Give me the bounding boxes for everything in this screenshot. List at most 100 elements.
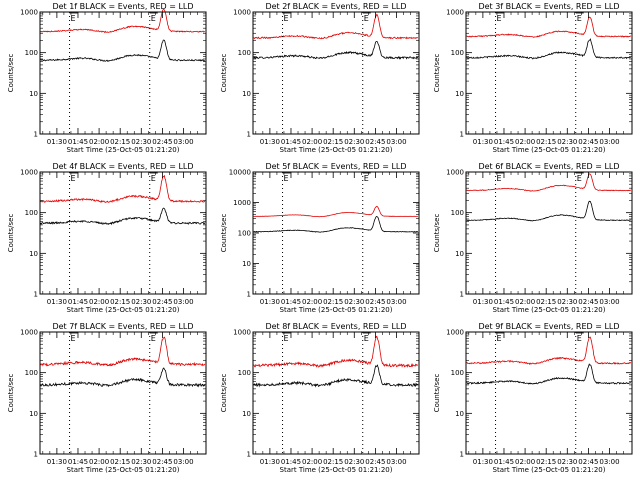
x-tick-label: 02:00 (302, 458, 322, 466)
marker-flag: E (577, 174, 582, 183)
y-tick-label: 1 (34, 451, 38, 459)
marker-flag: E (71, 334, 76, 343)
chart-panel-4: Det 4f BLACK = Events, RED = LLD E E 1 10 100… (7, 162, 207, 314)
marker-flag: E (284, 14, 289, 23)
x-axis-label: Start Time (25-Oct-05 01:21:20) (493, 466, 606, 474)
chart-title: Det 9f BLACK = Events, RED = LLD (478, 322, 619, 331)
y-tick-label: 1000 (446, 9, 464, 17)
y-tick-label: 1000 (20, 9, 38, 17)
series-line-lld (253, 13, 418, 40)
y-axis-label: Counts/sec (220, 374, 228, 413)
x-axis-label: Start Time (25-Oct-05 01:21:20) (280, 306, 393, 314)
marker-flag: E (284, 174, 289, 183)
x-axis-label: Start Time (25-Oct-05 01:21:20) (67, 306, 180, 314)
y-tick-label: 10 (242, 260, 251, 268)
plot-frame (252, 171, 420, 295)
plot-frame (465, 331, 633, 455)
y-tick-label: 1 (34, 131, 38, 139)
x-tick-label: 02:30 (344, 298, 364, 306)
x-tick-label: 01:45 (494, 298, 514, 306)
x-tick-label: 02:15 (323, 458, 343, 466)
x-tick-label: 01:45 (281, 138, 301, 146)
x-tick-label: 01:30 (473, 138, 493, 146)
y-tick-label: 10 (242, 90, 251, 98)
y-tick-label: 100 (451, 369, 464, 377)
series-line-events (253, 216, 419, 233)
y-tick-label: 100 (451, 209, 464, 217)
chart-panel-2: Det 2f BLACK = Events, RED = LLD E E 1 10 100… (220, 2, 420, 154)
x-tick-label: 02:30 (131, 138, 151, 146)
x-tick-label: 01:45 (281, 298, 301, 306)
y-tick-label: 10 (242, 410, 251, 418)
marker-flag: E (364, 174, 369, 183)
marker-flag: E (497, 174, 502, 183)
x-axis-label: Start Time (25-Oct-05 01:21:20) (67, 146, 180, 154)
y-axis-label: Counts/sec (7, 54, 15, 93)
x-tick-label: 02:00 (89, 298, 109, 306)
x-tick-label: 02:30 (344, 458, 364, 466)
series-line-events (466, 38, 632, 60)
y-tick-label: 100 (25, 369, 38, 377)
chart-title: Det 3f BLACK = Events, RED = LLD (478, 2, 619, 11)
y-tick-label: 100 (238, 230, 251, 238)
series-line-lld (253, 335, 418, 368)
x-tick-label: 02:00 (89, 138, 109, 146)
x-tick-label: 02:45 (365, 298, 385, 306)
chart-title: Det 1f BLACK = Events, RED = LLD (52, 2, 193, 11)
x-tick-label: 01:30 (260, 138, 280, 146)
x-tick-label: 03:00 (599, 458, 619, 466)
x-tick-label: 02:30 (344, 138, 364, 146)
x-tick-label: 02:00 (302, 138, 322, 146)
x-tick-label: 02:15 (110, 298, 130, 306)
y-tick-label: 100 (25, 49, 38, 57)
marker-flag: E (151, 174, 156, 183)
y-axis-label: Counts/sec (433, 54, 441, 93)
x-tick-label: 02:15 (110, 458, 130, 466)
x-tick-label: 02:15 (323, 298, 343, 306)
x-tick-label: 02:15 (110, 138, 130, 146)
x-tick-label: 01:30 (260, 458, 280, 466)
series-line-events (253, 364, 419, 388)
x-tick-label: 02:00 (302, 298, 322, 306)
y-tick-label: 1 (34, 291, 38, 299)
x-tick-label: 03:00 (173, 138, 193, 146)
series-line-events (40, 207, 206, 226)
y-tick-label: 10000 (229, 169, 251, 177)
marker-flag: E (497, 14, 502, 23)
x-tick-label: 03:00 (599, 298, 619, 306)
chart-title: Det 5f BLACK = Events, RED = LLD (265, 162, 406, 171)
marker-flag: E (497, 334, 502, 343)
x-tick-label: 02:00 (515, 298, 535, 306)
x-axis-label: Start Time (25-Oct-05 01:21:20) (280, 466, 393, 474)
x-tick-label: 01:45 (494, 138, 514, 146)
x-tick-label: 02:45 (578, 458, 598, 466)
x-tick-label: 02:45 (365, 138, 385, 146)
x-tick-label: 01:45 (68, 138, 88, 146)
x-tick-label: 01:45 (494, 458, 514, 466)
series-line-events (466, 200, 631, 222)
x-tick-label: 03:00 (386, 298, 406, 306)
y-tick-label: 1000 (20, 169, 38, 177)
x-tick-label: 01:45 (281, 458, 301, 466)
y-axis-label: Counts/sec (433, 214, 441, 253)
series-line-lld (466, 173, 632, 192)
series-line-lld (253, 205, 418, 218)
y-tick-label: 100 (238, 369, 251, 377)
marker-flag: E (364, 334, 369, 343)
x-axis-label: Start Time (25-Oct-05 01:21:20) (493, 306, 606, 314)
plot-frame (465, 171, 633, 295)
y-tick-label: 1000 (233, 329, 251, 337)
chart-title: Det 7f BLACK = Events, RED = LLD (52, 322, 193, 331)
y-axis-label: Counts/sec (7, 214, 15, 253)
series-line-lld (40, 336, 206, 367)
x-tick-label: 02:45 (365, 458, 385, 466)
chart-panel-9: Det 9f BLACK = Events, RED = LLD E E 1 10 100… (433, 322, 633, 474)
y-tick-label: 10 (455, 250, 464, 258)
x-tick-label: 02:45 (152, 458, 172, 466)
y-tick-label: 10 (29, 90, 38, 98)
series-line-events (466, 363, 631, 385)
series-line-events (40, 367, 206, 388)
x-tick-label: 01:30 (473, 458, 493, 466)
chart-panel-7: Det 7f BLACK = Events, RED = LLD E E 1 10 100… (7, 322, 207, 474)
